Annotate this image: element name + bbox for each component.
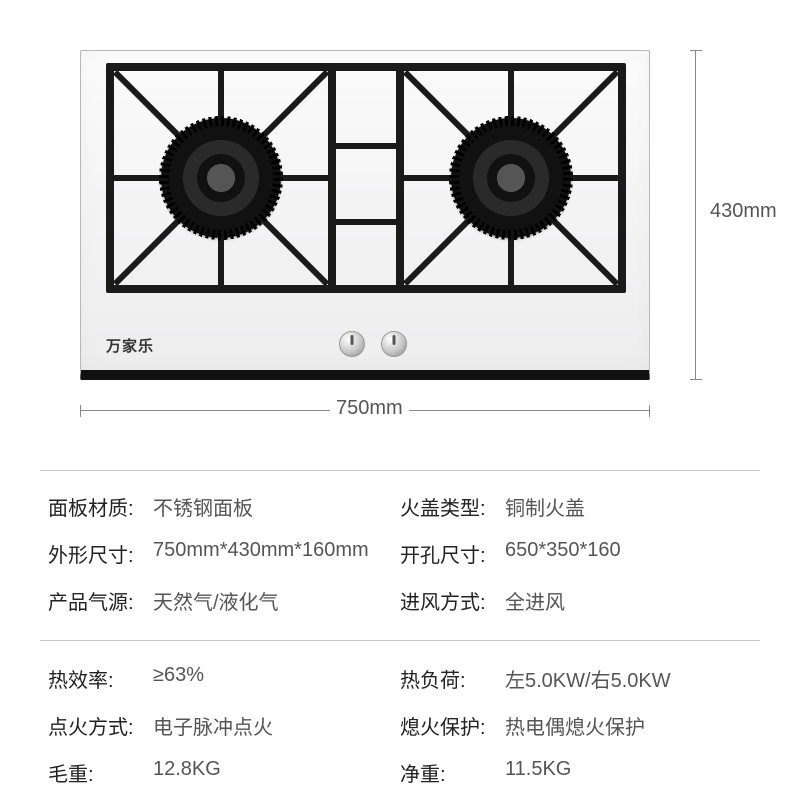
- grate-middle: [328, 63, 404, 293]
- spec-value: 全进风: [505, 586, 565, 615]
- spec-label: 净重:: [400, 758, 505, 787]
- spec-value: 不锈钢面板: [153, 492, 253, 521]
- divider-1: [40, 470, 760, 471]
- dim-width-label: 750mm: [330, 397, 409, 420]
- spec-row: 净重:11.5KG: [400, 758, 752, 787]
- spec-label: 面板材质:: [48, 492, 153, 521]
- spec-label: 进风方式:: [400, 586, 505, 615]
- grate-left: [106, 63, 336, 293]
- grate-right: [396, 63, 626, 293]
- burner-left: [161, 118, 281, 238]
- spec-row: 进风方式:全进风: [400, 586, 752, 615]
- spec-row: 开孔尺寸:650*350*160: [400, 539, 752, 568]
- burner-right: [451, 118, 571, 238]
- brand-logo: 万家乐: [106, 335, 154, 356]
- spec-value: 天然气/液化气: [153, 586, 279, 615]
- spec-value: ≥63%: [153, 664, 204, 693]
- spec-row: 熄火保护:热电偶熄火保护: [400, 711, 752, 740]
- dim-height-line: [695, 50, 696, 380]
- spec-group-2: 热效率:≥63%热负荷:左5.0KW/右5.0KW点火方式:电子脉冲点火熄火保护…: [48, 664, 752, 787]
- spec-label: 开孔尺寸:: [400, 539, 505, 568]
- spec-label: 热效率:: [48, 664, 153, 693]
- spec-label: 外形尺寸:: [48, 539, 153, 568]
- spec-label: 产品气源:: [48, 586, 153, 615]
- spec-value: 11.5KG: [505, 758, 571, 787]
- product-illustration: 万家乐: [80, 50, 650, 380]
- spec-row: 毛重:12.8KG: [48, 758, 400, 787]
- spec-label: 火盖类型:: [400, 492, 505, 521]
- spec-value: 750mm*430mm*160mm: [153, 539, 369, 568]
- spec-value: 电子脉冲点火: [153, 711, 273, 740]
- spec-label: 毛重:: [48, 758, 153, 787]
- product-spec-infographic: 万家乐 430mm 750mm 面板材质:不锈钢面板火盖类型:铜制火盖外形尺寸:…: [0, 0, 800, 800]
- spec-value: 铜制火盖: [505, 492, 585, 521]
- spec-value: 左5.0KW/右5.0KW: [505, 664, 671, 693]
- spec-group-1: 面板材质:不锈钢面板火盖类型:铜制火盖外形尺寸:750mm*430mm*160m…: [48, 492, 752, 615]
- spec-label: 熄火保护:: [400, 711, 505, 740]
- spec-row: 面板材质:不锈钢面板: [48, 492, 400, 521]
- spec-row: 点火方式:电子脉冲点火: [48, 711, 400, 740]
- spec-row: 热效率:≥63%: [48, 664, 400, 693]
- spec-value: 650*350*160: [505, 539, 621, 568]
- spec-row: 热负荷:左5.0KW/右5.0KW: [400, 664, 752, 693]
- dim-height-label: 430mm: [710, 200, 777, 223]
- spec-label: 热负荷:: [400, 664, 505, 693]
- spec-label: 点火方式:: [48, 711, 153, 740]
- spec-value: 热电偶熄火保护: [505, 711, 645, 740]
- stove-body: 万家乐: [80, 50, 650, 380]
- knob-left: [339, 331, 365, 357]
- spec-value: 12.8KG: [153, 758, 221, 787]
- spec-row: 火盖类型:铜制火盖: [400, 492, 752, 521]
- divider-2: [40, 640, 760, 641]
- knob-right: [381, 331, 407, 357]
- spec-row: 产品气源:天然气/液化气: [48, 586, 400, 615]
- grate-assembly: [106, 63, 626, 293]
- spec-row: 外形尺寸:750mm*430mm*160mm: [48, 539, 400, 568]
